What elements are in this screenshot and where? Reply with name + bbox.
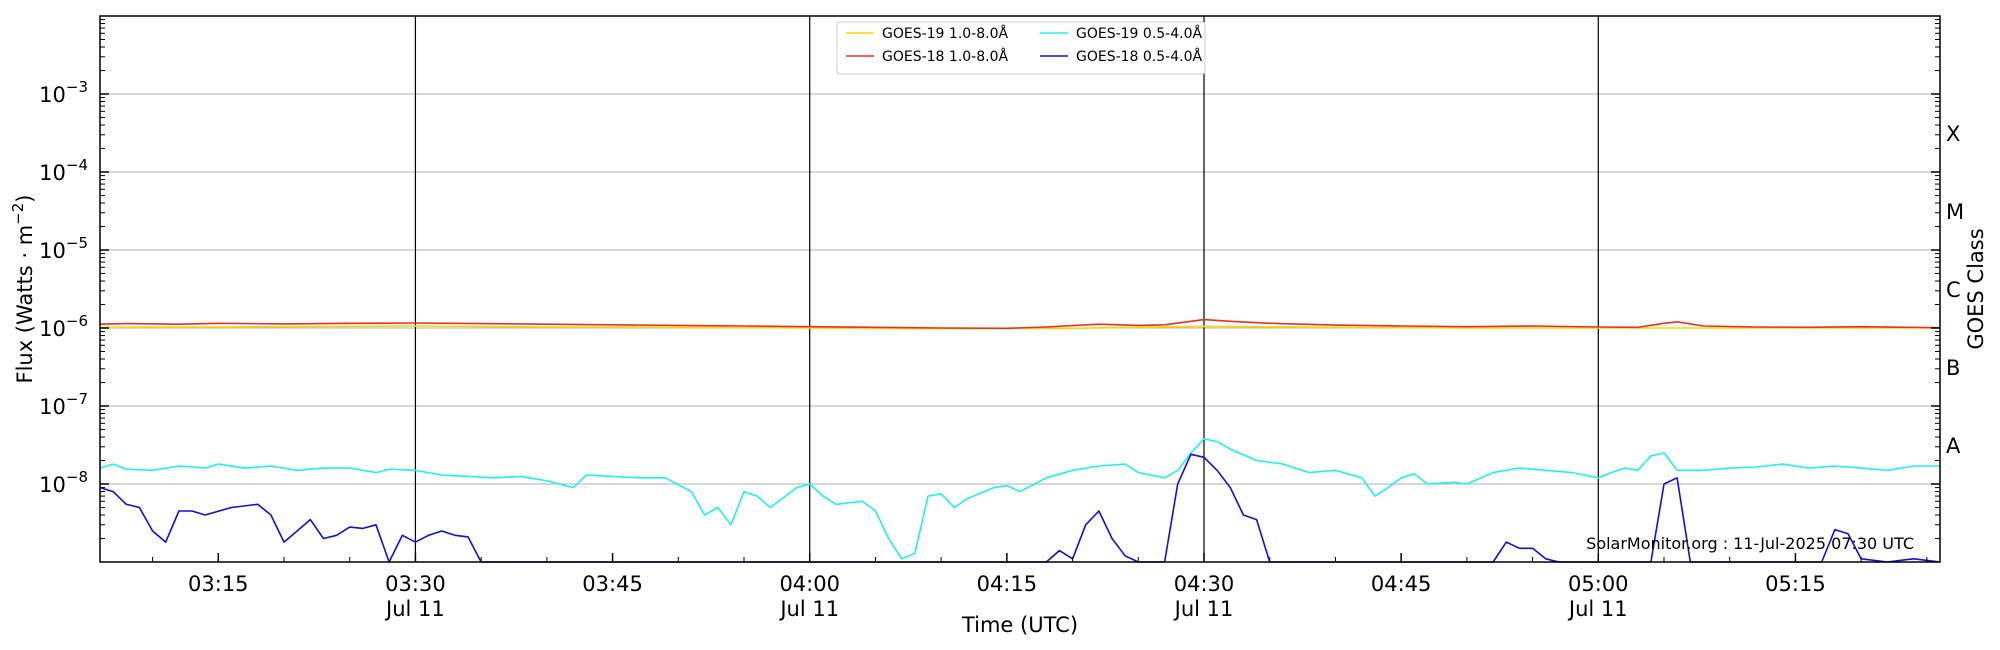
legend: GOES-19 1.0-8.0Å GOES-18 1.0-8.0Å GOES-19 … xyxy=(836,21,1206,75)
x-tick-label: 04:30 xyxy=(1174,572,1235,596)
y-tick-label: 10−3 xyxy=(39,78,88,107)
x-tick-label: 05:15 xyxy=(1765,572,1826,596)
y-axis-ticks: 10−8 10−7 10−6 10−5 10−4 10−3 xyxy=(39,19,1940,540)
x-tick-label: 05:00 xyxy=(1568,572,1629,596)
x-tick-date-label: Jul 11 xyxy=(1173,597,1234,621)
grid-lines xyxy=(100,93,1940,485)
series-lines xyxy=(99,318,1941,563)
x-tick-label: 03:45 xyxy=(582,572,643,596)
y-tick-label: 10−6 xyxy=(39,312,88,341)
goes-class-axis: A B C M X xyxy=(1946,122,1964,458)
x-tick-label: 03:30 xyxy=(385,572,446,596)
legend-entry-label: GOES-19 0.5-4.0Å xyxy=(1076,25,1202,42)
goes-class-label: B xyxy=(1946,356,1960,380)
x-tick-label: 04:45 xyxy=(1371,572,1432,596)
x-tick-date-label: Jul 11 xyxy=(1567,597,1628,621)
y-tick-label: 10−5 xyxy=(39,234,88,263)
goes-class-label: M xyxy=(1946,200,1964,224)
goes-class-label: A xyxy=(1946,434,1961,458)
legend-entry-label: GOES-18 0.5-4.0Å xyxy=(1076,48,1202,65)
right-axis-label: GOES Class xyxy=(1964,228,1988,349)
series-line-3 xyxy=(99,437,1940,560)
series-line-2 xyxy=(99,318,1941,330)
x-tick-label: 04:15 xyxy=(977,572,1038,596)
y-tick-label: 10−4 xyxy=(39,156,88,185)
legend-frame xyxy=(836,21,1206,75)
goes-class-label: C xyxy=(1946,278,1961,302)
y-axis-label: Flux (Watts · m−2) xyxy=(9,194,37,383)
goes-class-label: X xyxy=(1946,122,1960,146)
x-tick-label: 04:00 xyxy=(779,572,840,596)
plot-frame xyxy=(99,15,1941,563)
x-tick-date-label: Jul 11 xyxy=(778,597,839,621)
watermark: SolarMonitor.org : 11-Jul-2025 07:30 UTC xyxy=(1586,534,1914,553)
y-tick-label: 10−7 xyxy=(39,390,88,419)
y-tick-label: 10−8 xyxy=(39,468,88,497)
legend-entry-label: GOES-19 1.0-8.0Å xyxy=(882,25,1008,42)
legend-entry-label: GOES-18 1.0-8.0Å xyxy=(882,48,1008,65)
day-lines xyxy=(414,16,1599,562)
x-axis-label: Time (UTC) xyxy=(961,613,1078,637)
x-tick-date-label: Jul 11 xyxy=(384,597,445,621)
x-tick-label: 03:15 xyxy=(188,572,249,596)
